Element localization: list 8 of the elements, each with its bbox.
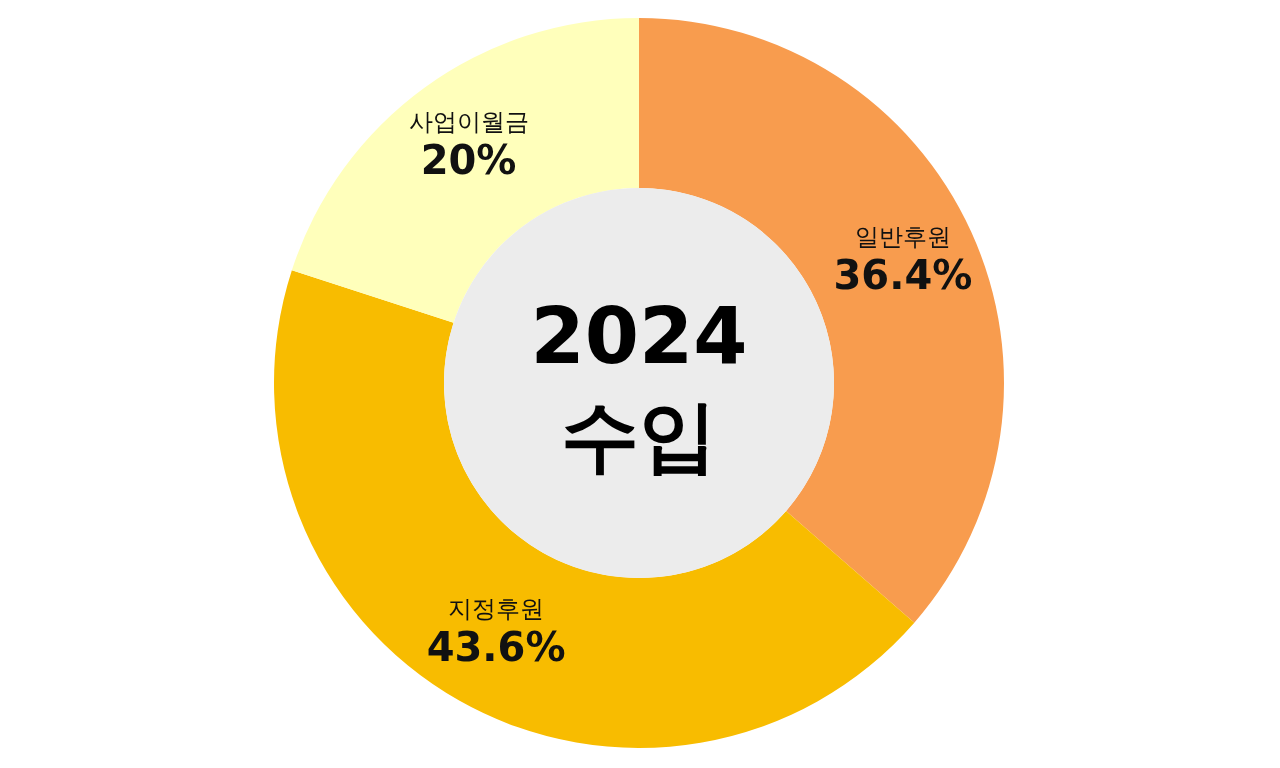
- data-label: 20%: [420, 137, 517, 184]
- slice-label: 일반후원: [854, 222, 951, 251]
- slice-label: 지정후원: [448, 595, 545, 624]
- text: 수입: [561, 391, 717, 481]
- text: 2024: [530, 291, 748, 381]
- data-label: 43.6%: [426, 624, 566, 671]
- slice-label: 사업이월금: [408, 108, 529, 137]
- data-label: 36.4%: [833, 251, 973, 298]
